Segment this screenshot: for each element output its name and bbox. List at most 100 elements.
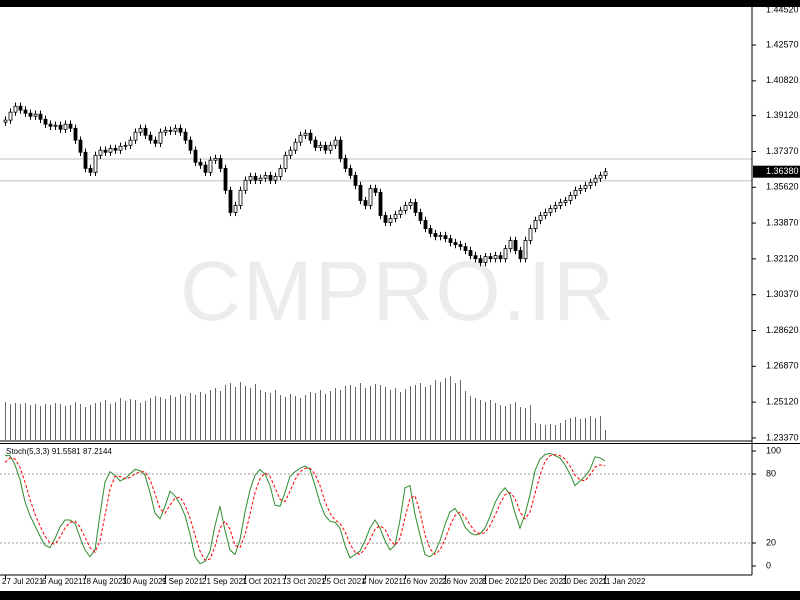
x-tick-label: 26 Nov 2021 xyxy=(442,577,488,586)
candle-body xyxy=(308,132,313,141)
candle-body xyxy=(28,112,33,117)
x-tick-label: 6 Aug 2021 xyxy=(42,577,83,586)
candle-body xyxy=(603,171,608,176)
candle-body xyxy=(563,200,568,203)
y-tick-label: 1.35620 xyxy=(766,182,799,192)
candle-body xyxy=(133,131,138,141)
candle-body xyxy=(293,141,298,151)
candle-body xyxy=(273,176,278,181)
candle-body xyxy=(253,176,258,181)
candle-body xyxy=(523,240,528,260)
stoch-line xyxy=(4,453,606,561)
candle-body xyxy=(358,185,363,201)
candle-body xyxy=(3,119,8,123)
candle-body xyxy=(143,127,148,136)
candle-body xyxy=(243,179,248,191)
candle-body xyxy=(388,218,393,223)
candle-body xyxy=(353,174,358,186)
candle-body xyxy=(208,159,213,173)
candle-body xyxy=(513,240,518,251)
candle-body xyxy=(228,189,233,213)
candle-body xyxy=(408,201,413,206)
x-tick-label: 11 Jan 2022 xyxy=(602,577,646,586)
candle-body xyxy=(588,181,593,186)
candle-body xyxy=(233,205,238,213)
y-tick-label: 80 xyxy=(766,468,776,478)
candle-body xyxy=(378,191,383,216)
candle-body xyxy=(583,185,588,189)
candle-body xyxy=(418,212,423,221)
candle-body xyxy=(403,205,408,211)
candle-body xyxy=(148,134,153,141)
candle-body xyxy=(428,228,433,234)
y-tick-label: 1.30370 xyxy=(766,289,799,299)
candle-body xyxy=(438,235,443,237)
x-tick-label: 25 Oct 2021 xyxy=(322,577,366,586)
candle-body xyxy=(328,144,333,151)
candle-body xyxy=(458,244,463,248)
top-frame xyxy=(0,0,800,7)
candle-body xyxy=(88,168,93,173)
candle-body xyxy=(218,158,223,169)
candle-body xyxy=(313,139,318,148)
candle-body xyxy=(333,139,338,146)
watermark: CMPRO.IR xyxy=(180,244,616,338)
candle-body xyxy=(528,228,533,241)
candle-body xyxy=(263,174,268,179)
candle-body xyxy=(383,215,388,223)
candle-body xyxy=(73,127,78,141)
candle-body xyxy=(538,215,543,221)
candle-body xyxy=(108,147,113,153)
candle-body xyxy=(598,174,603,179)
candle-body xyxy=(493,255,498,260)
candle-body xyxy=(18,105,23,111)
candle-body xyxy=(238,189,243,206)
stoch-line xyxy=(5,452,606,565)
candle-body xyxy=(533,220,538,229)
candle-body xyxy=(168,129,173,132)
x-tick-label: 30 Aug 2021 xyxy=(122,577,167,586)
y-tick-label: 1.25120 xyxy=(766,396,799,406)
current-price-box xyxy=(753,165,800,178)
candle-body xyxy=(163,129,168,133)
y-tick-label: 1.39120 xyxy=(766,110,799,120)
current-price-label: 1.36380 xyxy=(766,166,799,176)
candle-body xyxy=(303,132,308,136)
candle-body xyxy=(8,111,13,121)
candle-body xyxy=(373,188,378,193)
indicator-name: Stoch(5,3,3) xyxy=(6,447,50,456)
candle-body xyxy=(478,258,483,263)
candle-body xyxy=(48,123,53,127)
candle-body xyxy=(123,144,128,147)
x-tick-label: 30 Dec 2021 xyxy=(562,577,608,586)
candle-body xyxy=(173,127,178,132)
candle-body xyxy=(553,205,558,209)
candle-body xyxy=(423,220,428,229)
candle-body xyxy=(558,201,563,206)
candle-body xyxy=(113,147,118,151)
y-tick-label: 0 xyxy=(766,560,771,570)
y-tick-label: 1.37370 xyxy=(766,146,799,156)
candle-body xyxy=(283,154,288,169)
candle-body xyxy=(288,149,293,156)
x-tick-label: 21 Sep 2021 xyxy=(202,577,248,586)
candle-body xyxy=(158,131,163,144)
plot-layer: CMPRO.IR 1.44520 1.42570 1.40820 1.39120 1.37… xyxy=(0,4,800,586)
candle-body xyxy=(58,124,63,130)
candle-body xyxy=(258,177,263,181)
candle-body xyxy=(298,134,303,143)
candle-body xyxy=(198,161,203,166)
candle-body xyxy=(543,212,548,216)
candle-body xyxy=(98,149,103,156)
candle-body xyxy=(413,201,418,213)
candle-body xyxy=(548,208,553,213)
x-tick-label: 20 Dec 2021 xyxy=(522,577,568,586)
candle-body xyxy=(508,240,513,250)
candle-body xyxy=(13,105,18,113)
candle-body xyxy=(393,214,398,219)
candle-body xyxy=(33,113,38,117)
candle-body xyxy=(278,168,283,177)
candle-body xyxy=(343,158,348,169)
candle-body xyxy=(68,123,73,129)
